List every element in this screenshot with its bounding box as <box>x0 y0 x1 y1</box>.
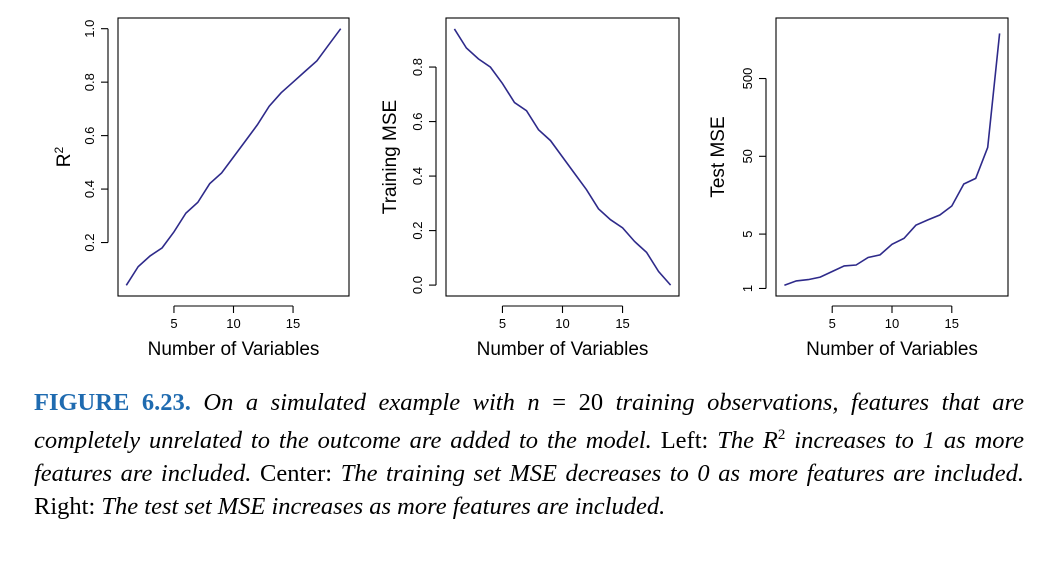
r-squared-y-tick-label: 0.2 <box>82 233 97 251</box>
r-squared-y-axis-label-superscript: 2 <box>52 146 66 153</box>
r-squared-x-axis-label: Number of Variables <box>148 339 320 360</box>
test-mse-y-tick-label: 50 <box>740 149 755 163</box>
figure-caption: FIGURE 6.23. On a simulated example with… <box>34 386 1024 523</box>
test-mse-x-axis-label: Number of Variables <box>806 339 978 360</box>
training-mse-y-tick-label: 0.6 <box>410 113 425 131</box>
caption-n-var: n <box>527 389 540 416</box>
caption-left-sup: 2 <box>777 427 786 443</box>
caption-left-text-a: The <box>717 427 754 455</box>
training-mse-y-tick-label: 0.0 <box>410 276 425 294</box>
training-mse-series-line <box>453 28 672 286</box>
panel-left-r-squared: 5 10 15 Number of Variables 0.2 0.4 0.6 0.8 1.0 R… <box>52 17 350 360</box>
r-squared-y-tick-label: 1.0 <box>82 20 97 38</box>
training-mse-y-axis-label: Training MSE <box>380 100 401 214</box>
caption-center-label: Center: <box>259 460 333 488</box>
test-mse-plot-frame <box>775 17 1009 297</box>
training-mse-plot-frame <box>445 17 680 297</box>
r-squared-y-tick-label: 0.4 <box>82 180 97 198</box>
r-squared-series-line <box>125 28 342 286</box>
caption-eq: = 20 <box>552 389 604 416</box>
test-mse-y-axis-label: Test MSE <box>708 116 729 197</box>
panel-center-training-mse: 5 10 15 Number of Variables 0.0 0.2 0.4 0.6 0.8 T… <box>380 17 680 360</box>
caption-left-text-b: increases to 1 as more features are incl… <box>34 427 1025 488</box>
caption-left-r: R <box>762 427 778 455</box>
caption-center-text: The training set MSE decreases to 0 as m… <box>340 460 1025 488</box>
caption-left-label: Left: <box>660 427 709 455</box>
test-mse-y-tick-label: 500 <box>740 68 755 90</box>
r-squared-y-tick-label: 0.6 <box>82 127 97 145</box>
training-mse-y-tick-label: 0.4 <box>410 167 425 185</box>
training-mse-x-tick-label: 15 <box>615 316 629 331</box>
test-mse-y-tick-label: 5 <box>740 230 755 237</box>
r-squared-x-tick-label: 15 <box>286 316 300 331</box>
training-mse-x-tick-label: 10 <box>555 316 569 331</box>
r-squared-y-tick-label: 0.8 <box>82 73 97 91</box>
caption-right-label: Right: <box>34 493 96 521</box>
r-squared-x-tick-label: 5 <box>170 316 177 331</box>
test-mse-x-tick-label: 15 <box>945 316 959 331</box>
test-mse-y-tick-label: 1 <box>740 285 755 292</box>
training-mse-y-tick-label: 0.2 <box>410 222 425 240</box>
r-squared-plot-frame <box>117 17 350 297</box>
test-mse-x-tick-label: 10 <box>885 316 899 331</box>
test-mse-series-line <box>784 33 1001 286</box>
caption-right-text: The test set MSE increases as more featu… <box>101 493 666 521</box>
caption-part1: On a simulated example with <box>203 389 515 416</box>
training-mse-x-axis-label: Number of Variables <box>477 339 649 360</box>
caption-part2: training observations, features that are… <box>34 389 1025 455</box>
figure-label: FIGURE 6.23. <box>34 389 191 416</box>
training-mse-y-tick-label: 0.8 <box>410 58 425 76</box>
r-squared-y-axis-label: R2 <box>52 146 75 167</box>
r-squared-x-tick-label: 10 <box>226 316 240 331</box>
training-mse-x-tick-label: 5 <box>499 316 506 331</box>
test-mse-x-tick-label: 5 <box>829 316 836 331</box>
